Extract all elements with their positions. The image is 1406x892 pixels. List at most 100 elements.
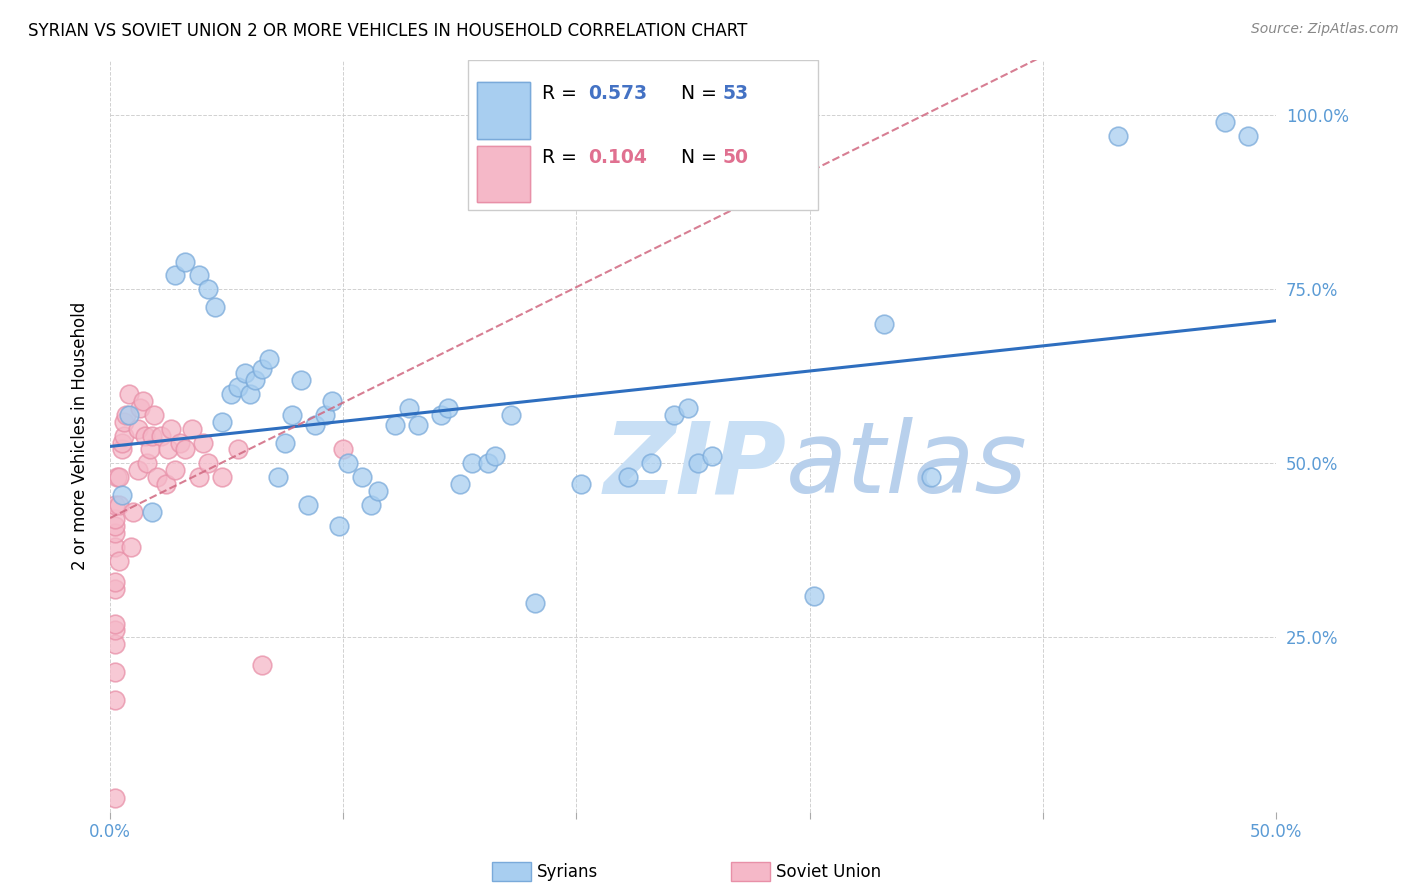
Point xyxy=(145,470,167,484)
Text: N =: N = xyxy=(682,148,723,167)
Point xyxy=(873,317,896,331)
Point xyxy=(104,498,127,512)
Point xyxy=(569,477,592,491)
Point xyxy=(112,415,135,429)
Point xyxy=(501,408,523,422)
Point xyxy=(1237,129,1260,144)
Point xyxy=(112,428,135,442)
Point xyxy=(104,790,127,805)
Point xyxy=(350,470,373,484)
Point xyxy=(173,442,195,457)
Text: R =: R = xyxy=(541,84,582,103)
Point xyxy=(155,477,177,491)
Point xyxy=(138,442,160,457)
Text: 53: 53 xyxy=(723,84,748,103)
Text: Source: ZipAtlas.com: Source: ZipAtlas.com xyxy=(1251,22,1399,37)
FancyBboxPatch shape xyxy=(478,146,530,202)
Text: Soviet Union: Soviet Union xyxy=(776,863,882,881)
FancyBboxPatch shape xyxy=(468,60,818,210)
Point xyxy=(197,282,219,296)
Point xyxy=(211,415,233,429)
Point xyxy=(384,418,406,433)
Point xyxy=(165,463,187,477)
Point xyxy=(523,596,546,610)
Point xyxy=(132,393,155,408)
Point xyxy=(193,435,215,450)
Point xyxy=(250,658,273,673)
Point xyxy=(104,616,127,631)
Point xyxy=(169,435,191,450)
Point xyxy=(477,457,499,471)
Point xyxy=(143,408,166,422)
Point xyxy=(115,408,138,422)
Point xyxy=(118,386,141,401)
Point xyxy=(920,470,942,484)
Point xyxy=(129,401,152,415)
Point xyxy=(108,498,131,512)
Point xyxy=(122,505,145,519)
Point xyxy=(118,408,141,422)
Point xyxy=(243,373,266,387)
Point xyxy=(449,477,471,491)
Point xyxy=(221,386,243,401)
Point xyxy=(640,457,662,471)
Point xyxy=(104,582,127,596)
Point xyxy=(187,470,209,484)
Point xyxy=(141,505,163,519)
Point xyxy=(239,386,262,401)
Point xyxy=(332,442,354,457)
Point xyxy=(111,488,134,502)
Point xyxy=(157,442,180,457)
Point xyxy=(314,408,336,422)
Point xyxy=(127,421,149,435)
Text: ZIP: ZIP xyxy=(603,417,786,514)
Point xyxy=(250,362,273,376)
Text: Syrians: Syrians xyxy=(537,863,599,881)
Point xyxy=(664,408,686,422)
Point xyxy=(700,450,723,464)
Point xyxy=(211,470,233,484)
Point xyxy=(204,300,226,314)
Point xyxy=(304,418,326,433)
Point xyxy=(108,554,131,568)
Point xyxy=(678,401,700,415)
Point xyxy=(136,457,159,471)
Point xyxy=(233,366,256,380)
Point xyxy=(398,401,420,415)
Point xyxy=(127,463,149,477)
Text: R =: R = xyxy=(541,148,582,167)
Y-axis label: 2 or more Vehicles in Household: 2 or more Vehicles in Household xyxy=(72,301,89,570)
Point xyxy=(437,401,460,415)
Point xyxy=(367,484,389,499)
Point xyxy=(108,470,131,484)
Point xyxy=(803,589,825,603)
Point xyxy=(111,435,134,450)
Point xyxy=(617,470,640,484)
Point xyxy=(297,498,319,512)
Point xyxy=(267,470,290,484)
Point xyxy=(141,428,163,442)
Point xyxy=(111,442,134,457)
Point xyxy=(1107,129,1129,144)
Point xyxy=(104,526,127,541)
Point xyxy=(180,421,202,435)
Point xyxy=(686,457,709,471)
Point xyxy=(104,574,127,589)
Point xyxy=(159,421,181,435)
Point xyxy=(104,512,127,526)
Point xyxy=(281,408,304,422)
Point xyxy=(187,268,209,283)
Text: SYRIAN VS SOVIET UNION 2 OR MORE VEHICLES IN HOUSEHOLD CORRELATION CHART: SYRIAN VS SOVIET UNION 2 OR MORE VEHICLE… xyxy=(28,22,748,40)
Point xyxy=(104,693,127,707)
Point xyxy=(228,442,250,457)
Point xyxy=(197,457,219,471)
Point xyxy=(460,457,482,471)
Point xyxy=(150,428,173,442)
FancyBboxPatch shape xyxy=(478,82,530,138)
Point xyxy=(173,254,195,268)
Point xyxy=(328,519,350,533)
Point xyxy=(105,470,128,484)
Text: 50: 50 xyxy=(723,148,748,167)
Point xyxy=(104,665,127,680)
Point xyxy=(120,540,142,554)
